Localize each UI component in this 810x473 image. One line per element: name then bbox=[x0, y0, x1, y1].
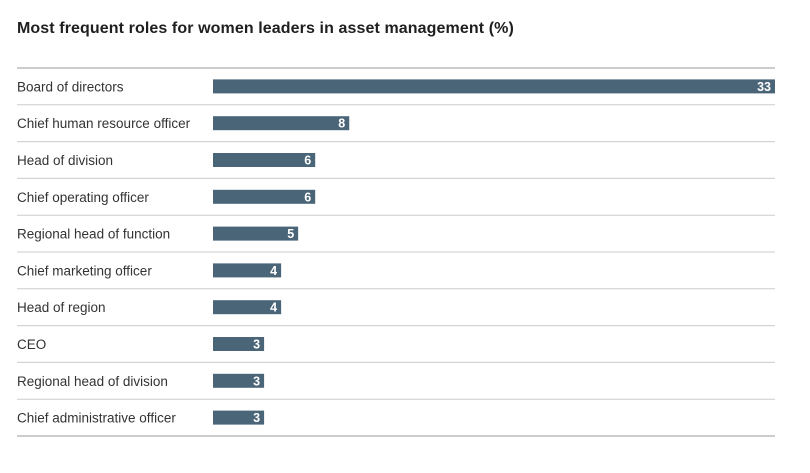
bar bbox=[213, 116, 350, 131]
value-label: 8 bbox=[338, 117, 345, 131]
category-label: Chief administrative officer bbox=[17, 411, 176, 426]
category-label: Regional head of division bbox=[17, 374, 168, 389]
value-label: 3 bbox=[253, 338, 260, 352]
value-label: 6 bbox=[304, 190, 311, 204]
bar bbox=[213, 410, 265, 425]
category-label: Regional head of function bbox=[17, 227, 170, 242]
value-label: 6 bbox=[304, 154, 311, 168]
category-label: Head of region bbox=[17, 300, 106, 315]
value-label: 4 bbox=[270, 301, 277, 315]
value-label: 4 bbox=[270, 264, 277, 278]
value-label: 5 bbox=[287, 227, 294, 241]
category-label: Chief operating officer bbox=[17, 190, 149, 205]
bar bbox=[213, 153, 316, 167]
category-label: Head of division bbox=[17, 153, 113, 168]
category-label: Board of directors bbox=[17, 79, 124, 94]
category-label: Chief human resource officer bbox=[17, 116, 191, 131]
bar bbox=[213, 226, 299, 241]
bar bbox=[213, 263, 282, 278]
bar bbox=[213, 189, 316, 204]
bar bbox=[213, 300, 282, 315]
chart-title: Most frequent roles for women leaders in… bbox=[17, 20, 514, 37]
value-label: 33 bbox=[757, 80, 771, 94]
bar bbox=[213, 373, 265, 388]
value-label: 3 bbox=[253, 374, 260, 388]
bar bbox=[213, 79, 775, 94]
category-label: Chief marketing officer bbox=[17, 263, 152, 278]
category-label: CEO bbox=[17, 337, 46, 352]
bar bbox=[213, 337, 265, 351]
value-label: 3 bbox=[253, 411, 260, 425]
